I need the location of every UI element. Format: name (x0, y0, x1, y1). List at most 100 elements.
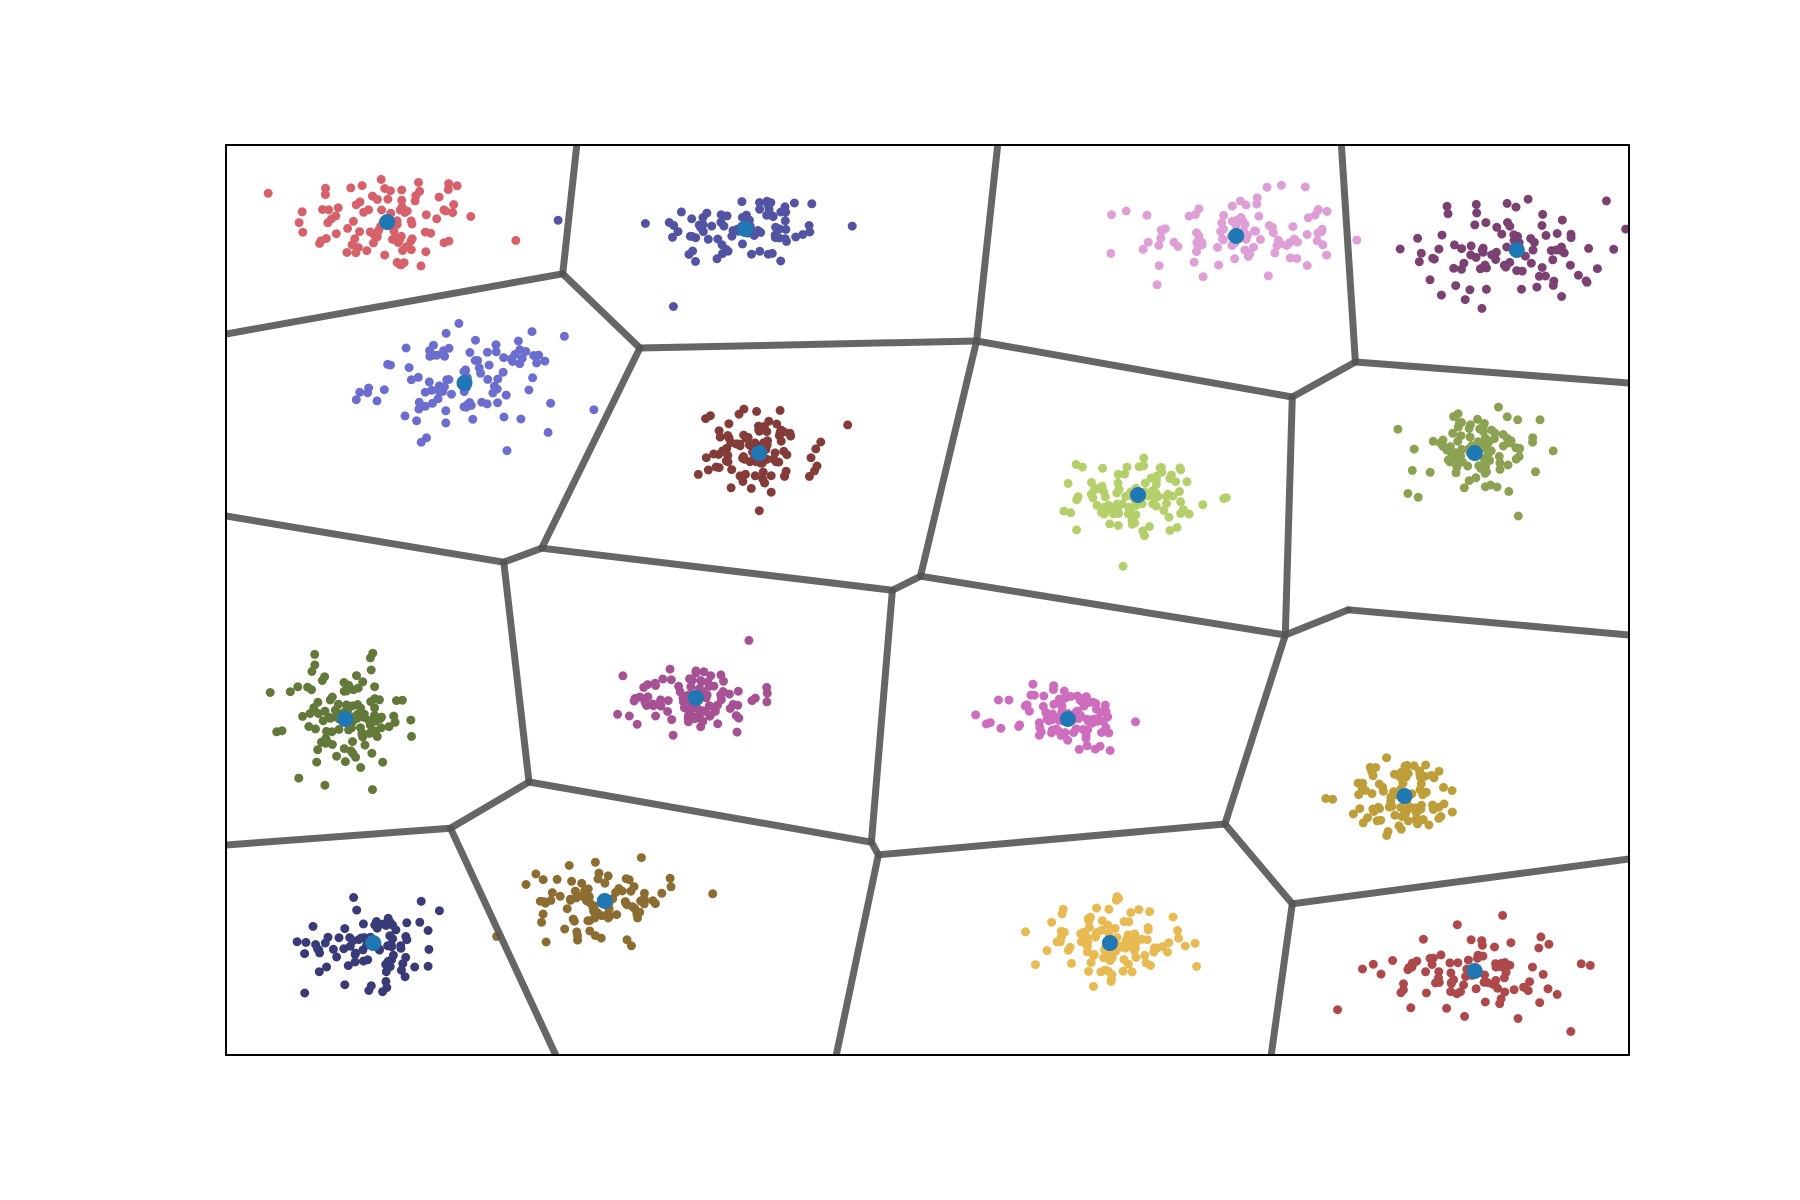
cluster-12-point (381, 921, 391, 930)
cluster-15-point (1376, 969, 1386, 979)
cluster-1-point (756, 227, 766, 237)
cluster-3-point (1609, 244, 1619, 254)
cluster-8-point (342, 686, 351, 696)
cluster-12-point (385, 931, 395, 941)
cluster-8-point (348, 737, 357, 747)
cluster-6-point (1164, 512, 1174, 522)
cluster-7-point (1413, 492, 1423, 502)
cluster-0-point (331, 229, 341, 239)
cluster-7-point (1531, 467, 1540, 477)
cluster-0-point (444, 179, 454, 189)
cluster-10-point (1082, 693, 1091, 703)
cluster-14-point (1146, 961, 1155, 970)
cluster-2-point (1289, 234, 1299, 244)
cluster-14-point (1085, 912, 1095, 922)
cluster-12-point (300, 988, 310, 998)
cluster-3-point (1442, 201, 1452, 211)
cluster-10-point (1131, 717, 1140, 727)
cluster-3-point (1621, 224, 1629, 234)
cluster-9-point (750, 693, 760, 703)
cluster-13-point (590, 857, 600, 867)
cluster-2-point (1262, 182, 1272, 192)
cluster-0-point (448, 208, 458, 218)
cluster-5-point (766, 487, 776, 497)
cluster-5-centroid (751, 445, 768, 461)
cluster-11-point (1421, 760, 1431, 770)
cluster-6-point (1077, 462, 1087, 472)
cluster-7-point (1514, 451, 1524, 461)
cluster-9-point (725, 704, 735, 713)
cluster-4-point (493, 374, 503, 384)
cluster-1-point (728, 226, 738, 235)
cluster-9-point (716, 690, 726, 700)
cluster-4-point (492, 384, 502, 394)
cluster-8-point (311, 724, 320, 734)
cluster-10-point (1081, 733, 1091, 743)
cluster-0-point (407, 219, 417, 229)
cluster-3-point (1449, 263, 1459, 273)
cluster-13-point (521, 880, 531, 889)
cluster-15-point (1491, 975, 1501, 985)
cluster-3-point (1548, 255, 1558, 265)
cluster-14-point (1106, 954, 1116, 964)
cluster-0-point (324, 205, 334, 215)
cluster-6-point (1165, 526, 1175, 535)
cluster-15-point (1498, 910, 1508, 920)
cluster-5-point (758, 467, 768, 477)
cluster-6-point (1127, 516, 1137, 526)
cluster-9-point (674, 681, 684, 691)
cluster-4-point (470, 356, 480, 365)
cluster-3-point (1436, 290, 1446, 300)
cluster-6-point (1175, 487, 1184, 496)
cluster-9-point (733, 686, 743, 696)
voronoi-edge-26 (832, 851, 882, 1055)
voronoi-edges-layer (226, 145, 1629, 1055)
cluster-1-point (716, 217, 726, 227)
cluster-3-point (1551, 245, 1561, 255)
cluster-10-point (1049, 681, 1059, 691)
cluster-13-point (593, 874, 603, 884)
cluster-12-point (381, 976, 391, 986)
cluster-15-point (1399, 979, 1408, 989)
voronoi-edge-14 (917, 337, 981, 580)
cluster-2-point (1276, 180, 1286, 190)
cluster-6-point (1100, 492, 1110, 502)
cluster-15-point (1445, 958, 1455, 968)
cluster-7-point (1504, 486, 1514, 496)
cluster-12-point (378, 987, 388, 997)
cluster-2-point (1256, 235, 1265, 244)
cluster-8-point (303, 682, 313, 692)
cluster-14-point (1174, 933, 1184, 943)
cluster-7-point (1528, 433, 1538, 443)
cluster-13-point (560, 924, 570, 934)
cluster-15-point (1446, 968, 1456, 978)
cluster-6-point (1059, 506, 1069, 516)
cluster-3-point (1471, 252, 1481, 262)
cluster-0-point (331, 211, 341, 221)
cluster-5-point (739, 452, 748, 462)
cluster-4-point (440, 382, 449, 392)
cluster-6-point (1176, 497, 1186, 507)
cluster-2-point (1156, 233, 1166, 243)
voronoi-edge-20 (447, 778, 533, 832)
cluster-2-point (1302, 230, 1312, 239)
cluster-1-point (691, 256, 700, 266)
cluster-15-point (1585, 960, 1595, 970)
cluster-14-point (1086, 958, 1096, 968)
cluster-0-point (388, 235, 397, 244)
cluster-0-point (355, 227, 365, 237)
cluster-10-point (1044, 716, 1054, 726)
cluster-5-point (727, 465, 737, 475)
cluster-2-point (1243, 251, 1253, 261)
cluster-0-centroid (379, 214, 396, 230)
cluster-7-point (1465, 432, 1475, 442)
cluster-7-point (1535, 415, 1545, 425)
cluster-0-point (297, 207, 307, 217)
cluster-8-point (360, 740, 370, 750)
cluster-5-point (709, 449, 719, 459)
cluster-0-point (449, 200, 459, 209)
cluster-2-point (1152, 280, 1162, 290)
cluster-3-point (1526, 258, 1536, 268)
cluster-3-point (1565, 260, 1575, 270)
cluster-2-point (1251, 226, 1260, 236)
